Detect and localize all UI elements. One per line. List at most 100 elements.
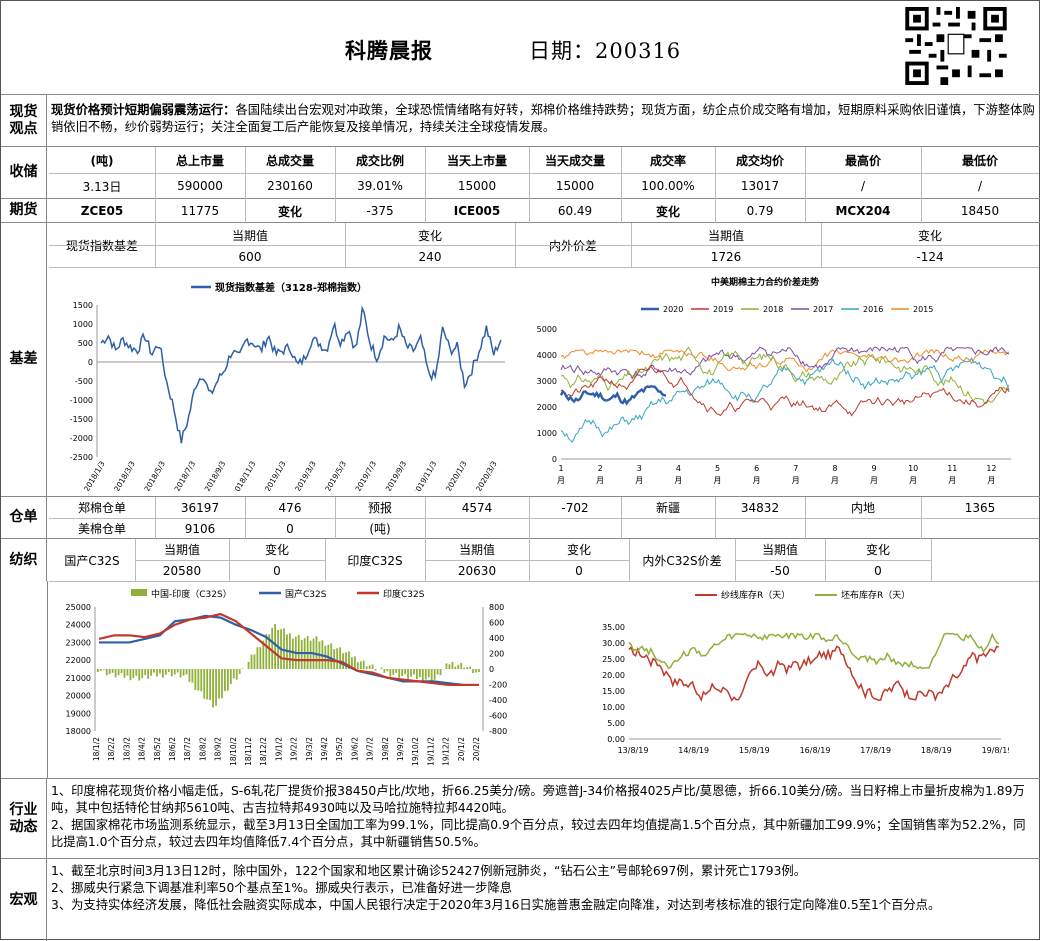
storage-value-3: 39.01% <box>335 173 425 199</box>
chart3-spread-bar <box>177 669 179 673</box>
chart3-xtick: 18/10/2 <box>229 737 238 766</box>
industry-news-1: 1、印度棉花现货价格小幅走低，S-6轧花厂提货价报38450卢比/坎地，折66.… <box>51 783 1037 817</box>
chart3-xtick: 18/2/2 <box>107 737 116 761</box>
chart3-yright-tick: 400 <box>489 634 504 643</box>
chart3-spread-bar <box>206 669 208 699</box>
chart3-spread-bar <box>115 669 117 677</box>
chart3-xtick: 20/2/2 <box>472 737 481 761</box>
industry-label: 行业动态 <box>1 779 47 858</box>
chart2-xtick: 10 <box>908 464 918 473</box>
report-date: 日期：200316 <box>529 35 681 65</box>
textile-value-2: 20630 <box>425 560 529 581</box>
chart4-xtick: 19/8/19 <box>982 746 1009 755</box>
spot-view-label: 现货观点 <box>1 95 47 146</box>
chart3-spread-bar <box>153 669 155 673</box>
report-header: 科腾晨报 日期：200316 <box>1 1 1040 95</box>
chart3-spread-bar <box>106 669 108 675</box>
chart4-ytick: 20.00 <box>602 671 625 680</box>
warehouse-r1-2: 476 <box>245 497 335 518</box>
chart3-spread-bar <box>440 669 442 675</box>
chart3-yright-tick: -400 <box>489 696 507 705</box>
futures-cell-5: 60.49 <box>529 199 621 223</box>
chart2-legend-label: 2019 <box>713 305 733 314</box>
chart3-spread-bar <box>180 669 182 678</box>
chart2-ytick: 1000 <box>537 429 557 438</box>
chart1-ytick: -1000 <box>70 396 93 405</box>
storage-header-2: 总成交量 <box>245 147 335 173</box>
chart2-legend-label: 2015 <box>913 305 933 314</box>
chart3-spread-bar <box>463 668 465 669</box>
chart2-ytick: 2000 <box>537 403 557 412</box>
spot-basis-current-value: 600 <box>155 247 345 267</box>
storage-header-3: 成交比例 <box>335 147 425 173</box>
chart2-legend-label: 2018 <box>763 305 783 314</box>
chart1-ytick: -2500 <box>70 453 93 462</box>
chart3-spread-bar <box>144 669 146 675</box>
chart1-xtick: 2020/1/3 <box>444 459 469 491</box>
basis-label: 基差 <box>1 223 47 496</box>
storage-header-7: 成交均价 <box>715 147 805 173</box>
chart3-spread-bar <box>449 664 451 669</box>
chart1-xtick: 2018/3/3 <box>112 459 137 491</box>
chart3-spread-bar <box>451 662 453 669</box>
chart3-spread-bar <box>434 669 436 680</box>
chart2-xtick: 11 <box>947 464 957 473</box>
chart3-xtick: 18/6/2 <box>168 737 177 761</box>
warehouse-r1-3: 预报 <box>335 497 425 518</box>
chart4-xtick: 13/8/19 <box>618 746 649 755</box>
chart3-xtick: 18/9/2 <box>214 737 223 761</box>
chart4-ytick: 15.00 <box>602 687 625 696</box>
textile-cell-8: 变化 <box>825 539 931 560</box>
chart3-spread-bar <box>171 669 173 676</box>
chart3-xtick: 19/9/2 <box>396 737 405 761</box>
chart3-spread-bar <box>159 669 161 674</box>
chart3-yleft-tick: 24000 <box>66 621 91 630</box>
chart3-spread-bar <box>363 660 365 669</box>
chart3-spread-bar <box>369 665 371 669</box>
chart3-spread-bar <box>192 669 194 682</box>
textile-cell-2: 变化 <box>229 539 325 560</box>
chart2-xtick-unit: 月 <box>792 476 800 485</box>
chart3-spread-bar <box>165 669 167 675</box>
chart2-xtick-unit: 月 <box>635 476 643 485</box>
chart4-ytick: 10.00 <box>602 703 625 712</box>
chart1-legend-label: 现货指数基差（3128-郑棉指数） <box>215 281 367 294</box>
chart4-xtick: 15/8/19 <box>739 746 770 755</box>
chart1-xtick: 2018/5/3 <box>142 459 167 491</box>
io-spread-current-value: 1726 <box>631 247 821 267</box>
textile-value-5: 0 <box>825 560 931 581</box>
chart3-spread-bar <box>475 669 477 673</box>
chart3-yleft-tick: 23000 <box>66 638 91 647</box>
textile-cell-3: 印度C32S <box>325 539 425 581</box>
chart3-spread-bar <box>395 669 397 673</box>
chart3-spread-bar <box>330 643 332 669</box>
chart1-series-line <box>101 308 501 443</box>
warehouse-r2-2: 0 <box>245 518 335 539</box>
futures-cell-7: 0.79 <box>715 199 805 223</box>
chart3-yleft-tick: 18000 <box>66 727 91 736</box>
chart3-spread-bar <box>209 669 211 700</box>
chart3-spread-bar <box>472 669 474 673</box>
chart3-legend-label: 中国-印度（C32S） <box>151 588 232 600</box>
chart1-ytick: -2000 <box>70 434 93 443</box>
chart4-ytick: 30.00 <box>602 639 625 648</box>
chart2-xtick-unit: 月 <box>831 476 839 485</box>
chart3-spread-bar <box>129 669 131 680</box>
chart2-xtick-unit: 月 <box>557 476 565 485</box>
chart3-spread-bar <box>132 669 134 678</box>
chart2-xtick: 5 <box>715 464 720 473</box>
chart3-spread-bar <box>121 669 123 673</box>
textile-cell-7: 当期值 <box>735 539 825 560</box>
chart3-spread-bar <box>221 669 223 698</box>
spot-view-lead: 现货价格预计短期偏弱震荡运行： <box>51 103 235 117</box>
chart3-spread-bar <box>147 669 149 679</box>
chart3-spread-bar <box>100 669 102 671</box>
chart3-spread-bar <box>248 662 250 669</box>
chart1-xtick: 2019/9/3 <box>384 459 409 491</box>
chart2-legend-label: 2020 <box>663 305 683 314</box>
spot-basis-current-header: 当期值 <box>155 225 345 245</box>
